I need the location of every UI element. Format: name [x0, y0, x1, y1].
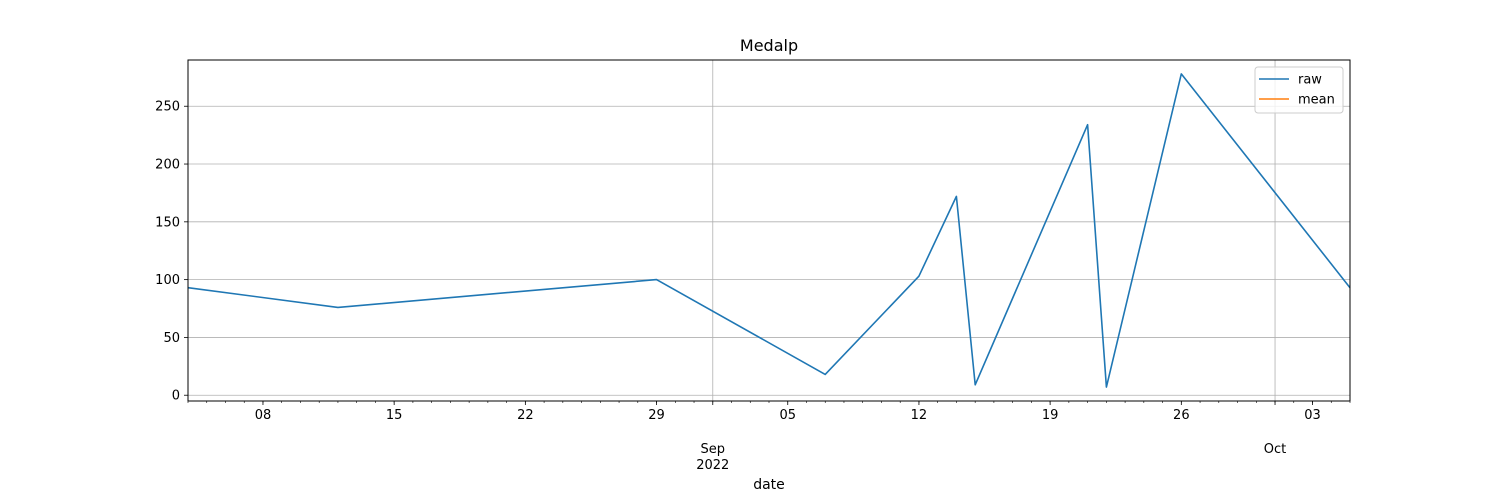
chart-title: Medalp: [740, 36, 798, 55]
series-layer: [187, 73, 1351, 388]
x-tick-label: 29: [648, 408, 665, 423]
x-tick-label: 19: [1042, 408, 1059, 423]
x-major-tick-label: Oct: [1264, 442, 1286, 457]
x-tick-label: 12: [911, 408, 928, 423]
y-tick-label: 0: [172, 389, 180, 404]
x-axis-label: date: [753, 477, 785, 493]
x-tick-label: 22: [517, 408, 534, 423]
legend-label-raw: raw: [1298, 73, 1322, 88]
x-tick-label: 03: [1304, 408, 1321, 423]
y-tick-label: 50: [163, 331, 180, 346]
y-tick-label: 150: [155, 215, 180, 230]
axes: 0 50 100 150 200 250 08 15 22 29 05 12 19 26 03 Sep2022…: [155, 100, 1351, 473]
x-major-tick-sublabel: 2022: [696, 458, 729, 473]
legend-label-mean: mean: [1298, 93, 1335, 108]
legend: raw mean: [1254, 66, 1344, 114]
plot-frame: [187, 59, 1351, 402]
x-major-tick-label: Sep: [701, 442, 726, 457]
x-tick-label: 26: [1173, 408, 1190, 423]
x-tick-label: 05: [779, 408, 796, 423]
y-tick-label: 250: [155, 100, 180, 115]
series-line-raw: [187, 73, 1351, 388]
x-tick-label: 08: [255, 408, 272, 423]
y-tick-label: 100: [155, 273, 180, 288]
x-tick-label: 15: [386, 408, 403, 423]
y-tick-label: 200: [155, 158, 180, 173]
grid-lines: [188, 60, 1350, 401]
